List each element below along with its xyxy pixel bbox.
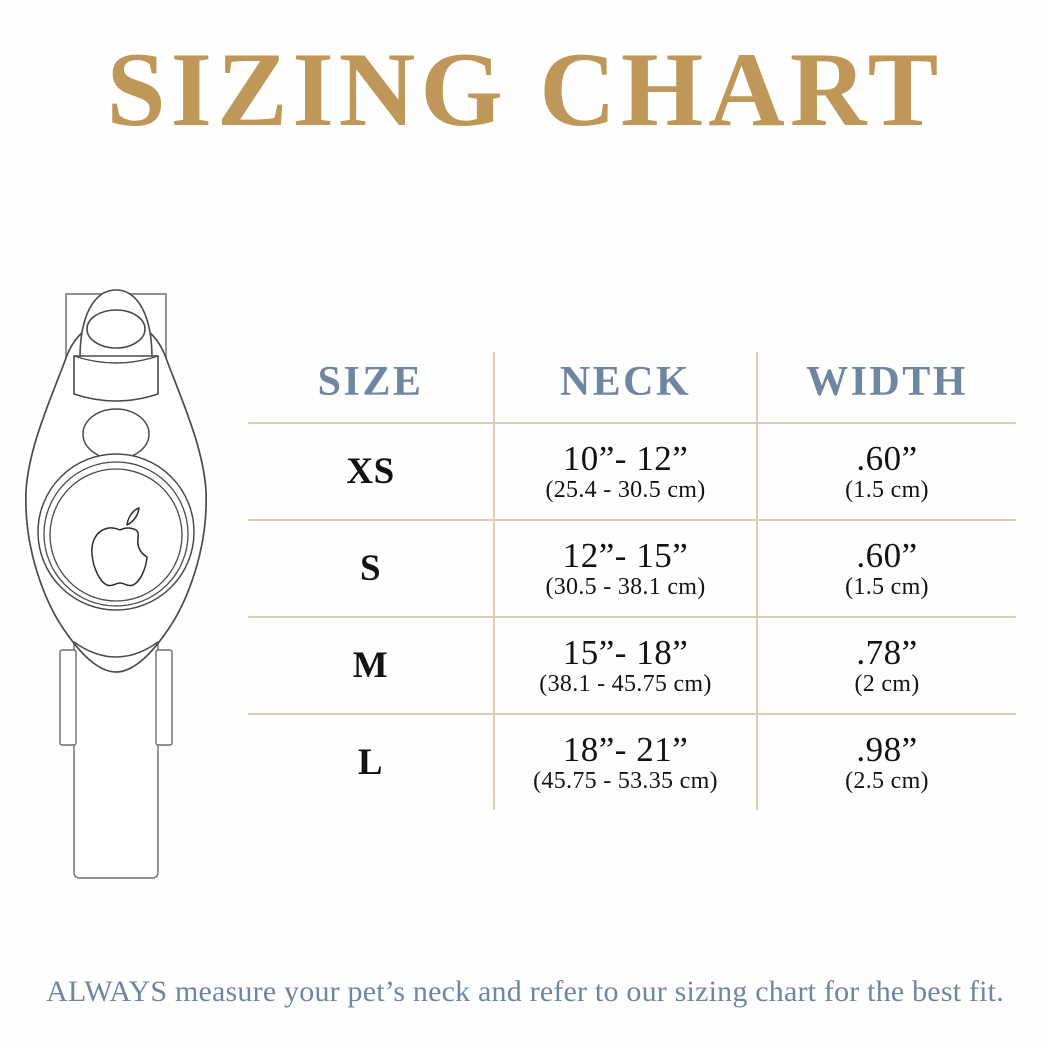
cell-width: .60” (1.5 cm) bbox=[756, 520, 1016, 617]
neck-inches: 12”- 15” bbox=[562, 536, 689, 575]
cell-size: S bbox=[359, 548, 382, 589]
table-row: XS 10”- 12” (25.4 - 30.5 cm) .60” (1.5 c… bbox=[248, 423, 1016, 520]
airtag-collar-holder-illustration bbox=[18, 272, 268, 882]
table-row: S 12”- 15” (30.5 - 38.1 cm) .60” (1.5 cm… bbox=[248, 520, 1016, 617]
cell-neck: 12”- 15” (30.5 - 38.1 cm) bbox=[493, 520, 757, 617]
table-body: XS 10”- 12” (25.4 - 30.5 cm) .60” (1.5 c… bbox=[248, 423, 1016, 810]
table-row: M 15”- 18” (38.1 - 45.75 cm) .78” (2 cm) bbox=[248, 617, 1016, 714]
width-inches: .60” bbox=[856, 536, 918, 575]
cell-size: XS bbox=[346, 451, 395, 492]
cell-neck: 15”- 18” (38.1 - 45.75 cm) bbox=[493, 617, 757, 714]
cell-width: .78” (2 cm) bbox=[756, 617, 1016, 714]
neck-centimeters: (45.75 - 53.35 cm) bbox=[533, 768, 718, 794]
table-header-row: SIZE NECK WIDTH bbox=[248, 352, 1016, 423]
product-line-drawing-svg bbox=[25, 289, 207, 879]
apple-logo-icon bbox=[91, 507, 148, 587]
cell-neck: 18”- 21” (45.75 - 53.35 cm) bbox=[493, 714, 757, 810]
cell-size: L bbox=[357, 742, 384, 783]
cell-width: .60” (1.5 cm) bbox=[756, 423, 1016, 520]
width-inches: .98” bbox=[856, 730, 918, 769]
width-inches: .78” bbox=[856, 633, 918, 672]
width-centimeters: (1.5 cm) bbox=[845, 477, 929, 503]
cell-width: .98” (2.5 cm) bbox=[756, 714, 1016, 810]
neck-centimeters: (30.5 - 38.1 cm) bbox=[545, 574, 706, 600]
width-inches: .60” bbox=[856, 439, 918, 478]
column-header-neck: NECK bbox=[493, 352, 757, 423]
neck-centimeters: (25.4 - 30.5 cm) bbox=[545, 477, 706, 503]
neck-inches: 18”- 21” bbox=[562, 730, 689, 769]
column-header-size: SIZE bbox=[317, 359, 424, 405]
column-header-width: WIDTH bbox=[756, 352, 1016, 423]
width-centimeters: (1.5 cm) bbox=[845, 574, 929, 600]
cell-size: M bbox=[352, 645, 389, 686]
width-centimeters: (2.5 cm) bbox=[845, 768, 929, 794]
sizing-table: SIZE NECK WIDTH XS 10”- 12” (25.4 - 30.5… bbox=[248, 352, 1016, 810]
cell-neck: 10”- 12” (25.4 - 30.5 cm) bbox=[493, 423, 757, 520]
neck-inches: 10”- 12” bbox=[562, 439, 689, 478]
neck-inches: 15”- 18” bbox=[562, 633, 689, 672]
footer-note: ALWAYS measure your pet’s neck and refer… bbox=[46, 975, 1004, 1008]
page-title: SIZING CHART bbox=[106, 31, 944, 148]
table-row: L 18”- 21” (45.75 - 53.35 cm) .98” (2.5 … bbox=[248, 714, 1016, 810]
table-head: SIZE NECK WIDTH bbox=[248, 352, 1016, 423]
width-centimeters: (2 cm) bbox=[854, 671, 920, 697]
neck-centimeters: (38.1 - 45.75 cm) bbox=[539, 671, 712, 697]
